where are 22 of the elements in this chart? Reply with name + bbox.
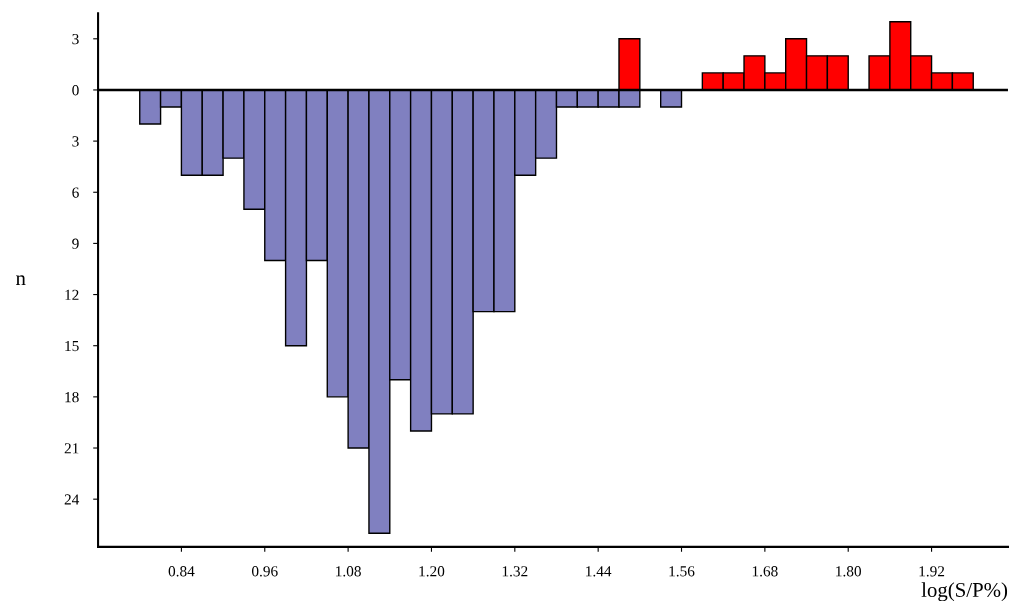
x-axis-title: log(S/P%) [921, 582, 1008, 601]
x-tick-label: 1.56 [669, 566, 695, 577]
y-tick-label: 12 [65, 289, 79, 300]
y-tick-label: 0 [72, 85, 79, 96]
y-tick-label: 24 [64, 494, 80, 505]
x-tick-label: 0.84 [168, 566, 195, 577]
x-tick-label: 0.96 [251, 566, 278, 577]
x-tick-label: 1.44 [586, 566, 612, 577]
x-tick-label: 1.68 [752, 566, 778, 577]
y-tick-label: 9 [72, 238, 79, 249]
x-tick-label: 1.80 [836, 566, 861, 577]
y-tick-label: 15 [65, 340, 79, 352]
y-tick-label: 3 [72, 136, 79, 147]
x-tick-label: 1.32 [502, 566, 528, 577]
x-tick-label: 1.92 [919, 566, 945, 577]
y-tick-label: 21 [64, 443, 79, 454]
x-tick-label: 1.08 [336, 566, 361, 577]
y-axis-title: n [16, 275, 26, 286]
y-tick-label: 3 [72, 33, 79, 45]
y-tick-label: 18 [65, 392, 79, 403]
x-tick-label: 1.20 [419, 566, 445, 577]
y-tick-label: 6 [72, 187, 79, 198]
